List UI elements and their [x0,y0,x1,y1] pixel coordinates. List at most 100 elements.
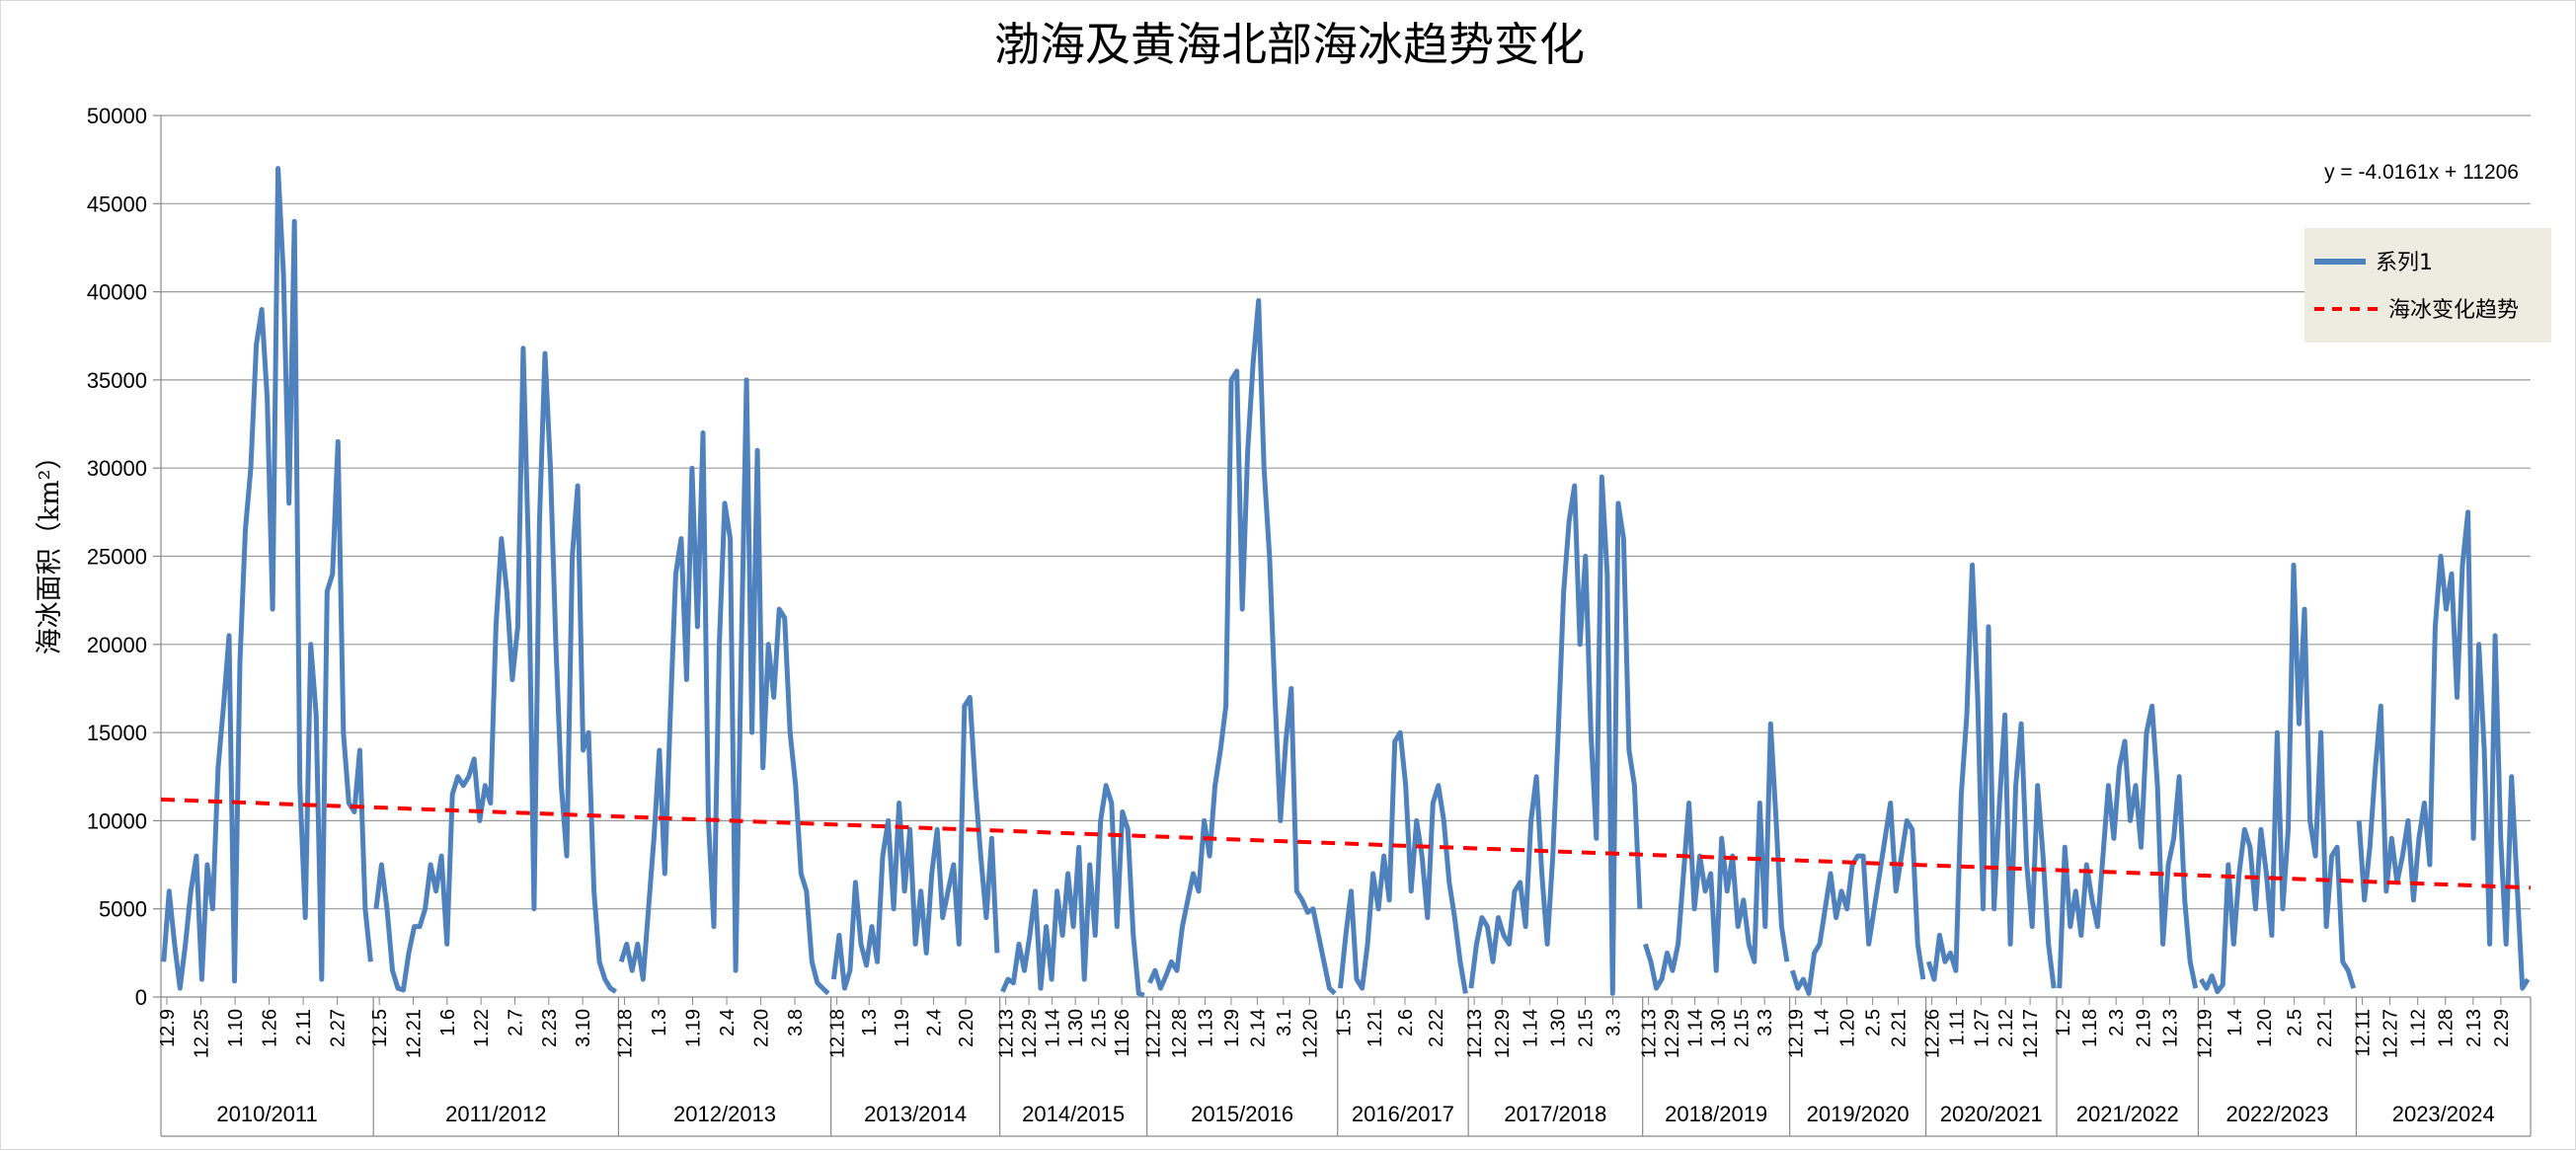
x-tick-label: 2.15 [1089,1009,1111,1047]
x-tick-label: 12.19 [1786,1009,1808,1058]
x-tick-label: 3.8 [785,1009,807,1036]
series-line-segment [830,694,1000,991]
y-tick-label: 25000 [87,545,147,570]
x-tick-label: 3.3 [1755,1009,1776,1036]
x-tick-label: 2.20 [956,1009,977,1047]
series-line-segment [1468,474,1643,996]
series-line-segment [1000,783,1145,998]
x-tick-label: 12.21 [403,1009,425,1058]
legend-box [2304,228,2551,343]
x-tick-label: 1.18 [2079,1009,2101,1047]
x-tick-label: 1.22 [471,1009,493,1047]
y-tick-label: 5000 [99,897,147,922]
x-tick-label: 2.20 [751,1009,773,1047]
season-label: 2023/2024 [2392,1102,2495,1126]
x-tick-label: 12.12 [1143,1009,1165,1058]
season-label: 2022/2023 [2225,1102,2328,1126]
x-tick-label: 12.13 [996,1009,1018,1058]
x-tick-label: 1.10 [225,1009,247,1047]
trendline-path [160,797,2532,890]
x-tick-label: 2.13 [2463,1009,2485,1047]
x-tick-label: 12.9 [157,1009,179,1047]
x-tick-label: 12.19 [2194,1009,2216,1058]
season-label: 2013/2014 [864,1102,967,1126]
chart-title: 渤海及黄海北部海冰趋势变化 [994,18,1585,71]
x-tick-label: 1.27 [1971,1009,1992,1047]
x-tick-label: 12.27 [2381,1009,2402,1058]
x-tick-label: 1.3 [649,1009,670,1036]
x-tick-label: 11.26 [1112,1009,1133,1057]
x-tick-label: 12.29 [1019,1009,1041,1058]
x-tick-label: 12.29 [1662,1009,1683,1058]
season-label: 2020/2021 [1940,1102,2043,1126]
x-tick-label: 1.19 [683,1009,705,1047]
x-tick-label: 2.11 [293,1009,315,1045]
x-tick-label: 1.30 [1708,1009,1730,1047]
season-label: 2021/2022 [2076,1102,2179,1126]
x-tick-label: 12.13 [1464,1009,1486,1058]
series-line-segment [2356,509,2531,991]
x-tick-label: 2.7 [505,1009,526,1036]
season-label: 2010/2011 [216,1102,317,1126]
x-tick-label: 12.18 [614,1009,636,1058]
x-tick-label: 3.3 [1603,1009,1625,1036]
gridlines [161,115,2531,998]
season-label: 2018/2019 [1665,1102,1767,1126]
y-tick-label: 10000 [87,808,147,833]
x-tick-label: 12.26 [1922,1009,1944,1058]
x-tick-label: 2.29 [2491,1009,2513,1047]
x-tick-label: 1.29 [1221,1009,1243,1047]
y-tick-label: 45000 [87,192,147,216]
season-label: 2017/2018 [1504,1102,1606,1126]
x-tick-label: 2.6 [1395,1009,1417,1036]
x-tick-label: 2.15 [1576,1009,1598,1047]
y-tick-label: 40000 [87,280,147,305]
x-tick-label: 12.3 [2159,1009,2181,1047]
y-tick-label: 30000 [87,456,147,481]
season-label: 2011/2012 [445,1102,546,1126]
series-area-line [161,166,2531,998]
x-tick-label: 1.19 [892,1009,913,1047]
series-line-segment [373,345,618,994]
x-tick-label: 2.27 [328,1009,350,1047]
x-tick-label: 2.15 [1732,1009,1754,1047]
x-tick-label: 2.22 [1426,1009,1447,1047]
series-line-segment [1790,801,1926,996]
x-tick-label: 2.5 [2285,1009,2306,1036]
x-tick-label: 1.26 [260,1009,281,1047]
x-tick-label: 1.6 [437,1009,459,1036]
series-line-segment [161,166,373,991]
x-tick-label: 1.4 [2225,1009,2246,1036]
x-tick-label: 12.25 [192,1009,213,1058]
season-label: 2012/2013 [673,1102,776,1126]
trendline-equation: y = -4.0161x + 11206 [2324,161,2519,184]
x-tick-label: 3.1 [1274,1009,1295,1036]
season-label: 2015/2016 [1191,1102,1293,1126]
x-tick-label: 1.20 [2254,1009,2276,1047]
x-tick-label: 12.11 [2352,1009,2374,1057]
x-tick-label: 2.4 [717,1009,739,1036]
legend: 系列1 海冰变化趋势 [2304,228,2551,343]
x-tick-label: 12.5 [369,1009,391,1047]
x-tick-label: 1.3 [859,1009,881,1036]
trendline [160,797,2532,890]
x-tick-label: 1.14 [1685,1009,1707,1047]
x-tick-label: 12.20 [1299,1009,1321,1058]
season-label: 2016/2017 [1352,1102,1454,1126]
x-tick-label: 12.29 [1492,1009,1514,1058]
series-line-segment [618,377,830,996]
series-line-segment [2199,562,2357,995]
x-tick-label: 1.12 [2408,1009,2430,1047]
y-axis-ticks: 0 5000 10000 15000 20000 25000 30000 35000 40000… [87,104,162,1010]
x-tick-label: 2.21 [1889,1009,1911,1047]
x-tick-label: 2.4 [923,1009,945,1036]
x-tick-label: 1.20 [1837,1009,1859,1047]
x-tick-label: 12.28 [1169,1009,1191,1058]
x-tick-label: 1.30 [1065,1009,1087,1047]
y-tick-label: 20000 [87,633,147,657]
x-axis: 2010/2011 2011/2012 2012/2013 2013/2014 2014… [157,997,2532,1137]
x-tick-label: 1.2 [2053,1009,2074,1036]
x-tick-label: 2.14 [1247,1009,1269,1047]
x-tick-label: 1.5 [1334,1009,1356,1036]
